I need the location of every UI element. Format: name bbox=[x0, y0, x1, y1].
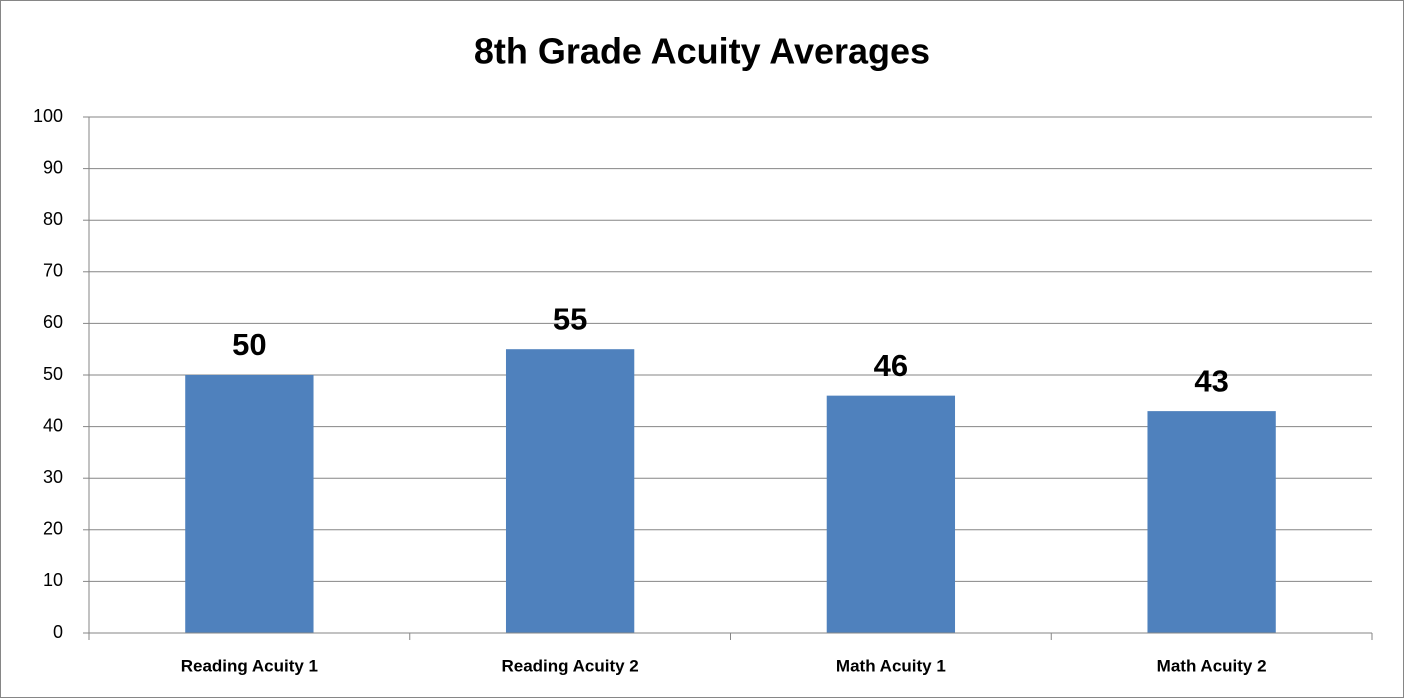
x-tick-label: Reading Acuity 2 bbox=[501, 656, 638, 675]
value-label: 43 bbox=[1194, 363, 1228, 398]
y-tick-label: 90 bbox=[43, 157, 63, 177]
y-tick-label: 10 bbox=[43, 570, 63, 590]
value-label: 55 bbox=[553, 301, 587, 336]
x-tick-label: Reading Acuity 1 bbox=[181, 656, 318, 675]
bar bbox=[826, 395, 956, 633]
value-label: 50 bbox=[232, 327, 266, 362]
y-tick-label: 80 bbox=[43, 209, 63, 229]
bar bbox=[185, 375, 314, 633]
x-tick-label: Math Acuity 1 bbox=[836, 656, 946, 675]
y-tick-label: 50 bbox=[43, 364, 63, 384]
value-label: 46 bbox=[874, 348, 908, 383]
bar bbox=[1147, 411, 1276, 633]
y-tick-label: 30 bbox=[43, 467, 63, 487]
y-tick-label: 40 bbox=[43, 415, 63, 435]
chart-title: 8th Grade Acuity Averages bbox=[474, 31, 930, 72]
y-tick-label: 0 bbox=[53, 622, 63, 642]
y-tick-label: 70 bbox=[43, 261, 63, 281]
bar bbox=[505, 349, 635, 633]
y-tick-label: 60 bbox=[43, 312, 63, 332]
y-tick-label: 100 bbox=[33, 106, 63, 126]
y-tick-label: 20 bbox=[43, 519, 63, 539]
x-tick-label: Math Acuity 2 bbox=[1157, 656, 1267, 675]
